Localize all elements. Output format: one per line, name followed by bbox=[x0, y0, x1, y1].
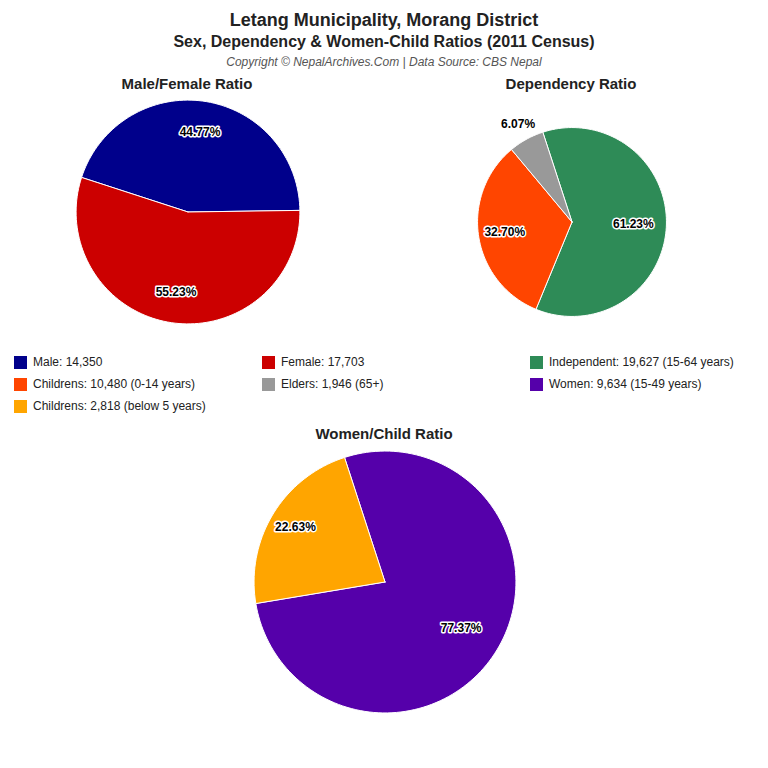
html-text:Women: 9,634 (15-49 years): Women: 9,634 (15-49 years) bbox=[549, 377, 702, 391]
html-text:Dependency Ratio: Dependency Ratio bbox=[505, 75, 637, 92]
html-text:Male/Female Ratio: Male/Female Ratio bbox=[121, 75, 253, 92]
html-text:Female: 17,703: Female: 17,703 bbox=[281, 355, 365, 369]
html-text:Independent: 19,627 (15-64 yea: Independent: 19,627 (15-64 years) bbox=[549, 355, 734, 369]
html-text:Letang Municipality, Morang Di: Letang Municipality, Morang District bbox=[229, 10, 539, 30]
html-text:Sex, Dependency & Women-Child: Sex, Dependency & Women-Child Ratios (20… bbox=[173, 33, 595, 50]
html-text:Women/Child Ratio: Women/Child Ratio bbox=[315, 425, 453, 442]
svg-text:32.70%: 32.70% bbox=[484, 225, 525, 239]
svg-text:77.37%: 77.37% bbox=[440, 621, 481, 635]
html-text:Childrens: 2,818 (below 5 year: Childrens: 2,818 (below 5 years) bbox=[33, 399, 206, 413]
html-text:Copyright © NepalArchives.Com: Copyright © NepalArchives.Com | Data Sou… bbox=[226, 55, 542, 69]
html-text:Male: 14,350: Male: 14,350 bbox=[33, 355, 103, 369]
svg-text:22.63%: 22.63% bbox=[275, 520, 316, 534]
svg-text:55.23%: 55.23% bbox=[155, 285, 196, 299]
svg-text:6.07%: 6.07% bbox=[501, 117, 535, 131]
html-text:Elders: 1,946 (65+): Elders: 1,946 (65+) bbox=[281, 377, 384, 391]
svg-text:44.77%: 44.77% bbox=[179, 125, 220, 139]
svg-text:61.23%: 61.23% bbox=[612, 217, 653, 231]
html-text:Childrens: 10,480 (0-14 years): Childrens: 10,480 (0-14 years) bbox=[33, 377, 196, 391]
